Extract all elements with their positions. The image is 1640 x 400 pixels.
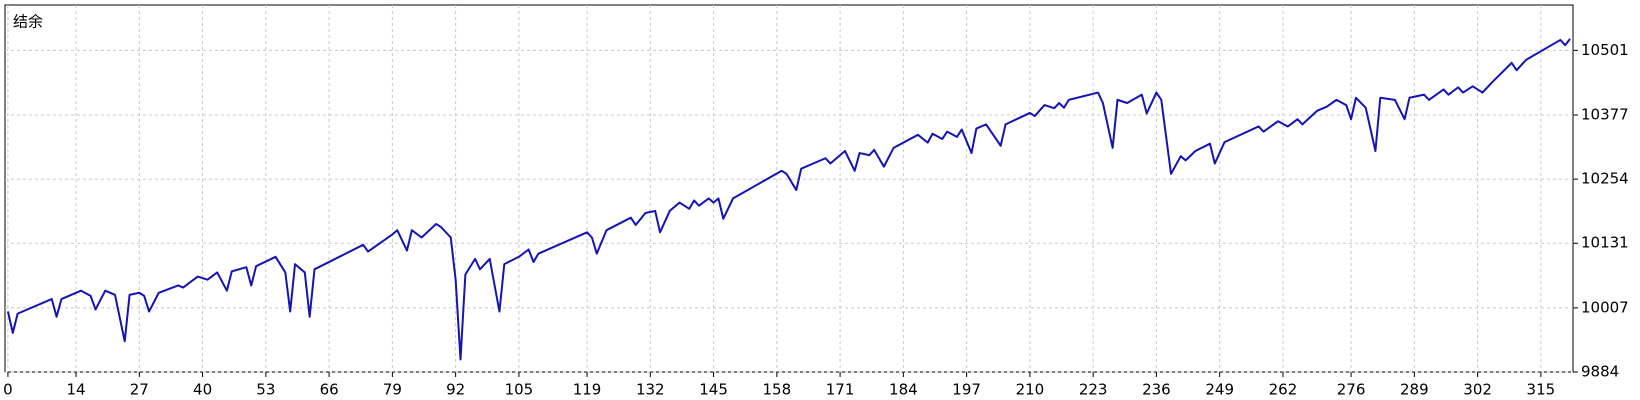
x-tick-label: 66 — [320, 381, 339, 399]
x-tick-label: 276 — [1337, 381, 1366, 399]
x-tick-label: 132 — [636, 381, 665, 399]
x-tick-label: 223 — [1079, 381, 1108, 399]
x-tick-label: 236 — [1142, 381, 1171, 399]
x-tick-label: 197 — [952, 381, 981, 399]
y-tick-label: 10377 — [1581, 105, 1629, 123]
grid — [5, 5, 1573, 373]
x-tick-label: 158 — [763, 381, 792, 399]
y-tick-label: 10007 — [1581, 298, 1629, 316]
x-tick-label: 184 — [889, 381, 918, 399]
x-tick-label: 92 — [446, 381, 465, 399]
x-tick-label: 171 — [826, 381, 855, 399]
x-tick-label: 119 — [573, 381, 602, 399]
x-tick-label: 14 — [67, 381, 86, 399]
x-tick-label: 289 — [1400, 381, 1429, 399]
balance-line — [6, 38, 1571, 361]
y-tick-label: 10254 — [1581, 170, 1629, 188]
x-tick-label: 262 — [1269, 381, 1298, 399]
y-tick-label: 9884 — [1581, 363, 1619, 381]
x-tick-label: 27 — [130, 381, 149, 399]
marks — [6, 38, 1571, 361]
x-tick-label: 249 — [1205, 381, 1234, 399]
plot-frame — [4, 4, 1574, 373]
chart-title: 结余 — [13, 13, 43, 31]
x-tick-label: 145 — [699, 381, 728, 399]
x-tick-label: 302 — [1463, 381, 1492, 399]
x-tick-label: 105 — [505, 381, 534, 399]
x-tick-label: 53 — [256, 381, 275, 399]
x-tick-label: 79 — [383, 381, 402, 399]
x-tick-label: 315 — [1527, 381, 1556, 399]
y-tick-label: 10501 — [1581, 41, 1629, 59]
x-tick-label: 210 — [1016, 381, 1045, 399]
x-tick-label: 0 — [3, 381, 13, 399]
x-tick-label: 40 — [193, 381, 212, 399]
y-tick-label: 10131 — [1581, 234, 1629, 252]
